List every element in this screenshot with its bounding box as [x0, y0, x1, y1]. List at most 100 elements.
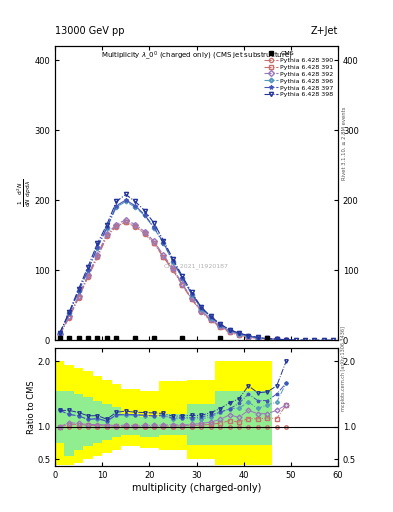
Pythia 6.428 396	[142, 212, 147, 219]
Pythia 6.428 390	[152, 241, 156, 247]
CMS	[76, 335, 81, 341]
Pythia 6.428 398	[161, 238, 166, 244]
Pythia 6.428 391	[199, 308, 204, 314]
Pythia 6.428 390	[284, 337, 288, 343]
Pythia 6.428 398	[227, 327, 232, 333]
Pythia 6.428 390	[57, 331, 62, 337]
Pythia 6.428 398	[218, 321, 222, 327]
Line: Pythia 6.428 392: Pythia 6.428 392	[58, 218, 288, 342]
CMS	[95, 335, 100, 341]
Pythia 6.428 392	[133, 222, 138, 228]
CMS	[86, 335, 90, 341]
Pythia 6.428 397	[218, 322, 222, 328]
Pythia 6.428 398	[293, 337, 298, 343]
Pythia 6.428 397	[189, 291, 194, 297]
Pythia 6.428 391	[227, 329, 232, 335]
Pythia 6.428 390	[95, 254, 100, 261]
Pythia 6.428 396	[133, 204, 138, 210]
Pythia 6.428 397	[76, 288, 81, 294]
Pythia 6.428 397	[152, 224, 156, 230]
Pythia 6.428 396	[199, 306, 204, 312]
Pythia 6.428 396	[237, 331, 241, 337]
Pythia 6.428 397	[171, 258, 175, 264]
Pythia 6.428 398	[312, 337, 317, 343]
Pythia 6.428 391	[265, 336, 270, 342]
Pythia 6.428 397	[142, 211, 147, 218]
Pythia 6.428 398	[105, 222, 109, 228]
Pythia 6.428 392	[180, 281, 185, 287]
Pythia 6.428 397	[105, 224, 109, 230]
Pythia 6.428 398	[199, 304, 204, 310]
Pythia 6.428 392	[237, 331, 241, 337]
Pythia 6.428 396	[86, 267, 90, 273]
Pythia 6.428 392	[199, 308, 204, 314]
Y-axis label: $\frac{1}{\mathrm{d}N}\,\frac{\mathrm{d}^2N}{\mathrm{d}p\,\mathrm{d}\lambda}$: $\frac{1}{\mathrm{d}N}\,\frac{\mathrm{d}…	[15, 179, 33, 207]
Pythia 6.428 396	[265, 335, 270, 342]
Pythia 6.428 396	[171, 259, 175, 265]
CMS	[133, 335, 138, 341]
Pythia 6.428 398	[237, 330, 241, 336]
Pythia 6.428 396	[57, 330, 62, 336]
Pythia 6.428 398	[255, 334, 260, 340]
Pythia 6.428 397	[180, 275, 185, 281]
Pythia 6.428 396	[189, 291, 194, 297]
Pythia 6.428 391	[114, 223, 119, 229]
Pythia 6.428 392	[95, 251, 100, 258]
Pythia 6.428 391	[142, 230, 147, 236]
Pythia 6.428 396	[67, 310, 72, 316]
Pythia 6.428 397	[265, 335, 270, 342]
Pythia 6.428 391	[95, 253, 100, 259]
Pythia 6.428 390	[76, 295, 81, 301]
Pythia 6.428 392	[284, 337, 288, 343]
Pythia 6.428 398	[284, 336, 288, 343]
Text: mcplots.cern.ch [arXiv:1306.3436]: mcplots.cern.ch [arXiv:1306.3436]	[342, 326, 346, 411]
Pythia 6.428 391	[105, 232, 109, 238]
Pythia 6.428 392	[161, 252, 166, 259]
Pythia 6.428 390	[218, 325, 222, 331]
Pythia 6.428 390	[105, 233, 109, 240]
Y-axis label: Ratio to CMS: Ratio to CMS	[27, 380, 36, 434]
CMS	[265, 335, 270, 341]
Pythia 6.428 396	[105, 225, 109, 231]
Pythia 6.428 398	[142, 207, 147, 214]
Pythia 6.428 391	[171, 266, 175, 272]
Pythia 6.428 392	[152, 238, 156, 244]
Pythia 6.428 390	[142, 230, 147, 237]
Pythia 6.428 390	[86, 274, 90, 280]
Pythia 6.428 391	[255, 335, 260, 341]
Line: CMS: CMS	[57, 335, 270, 340]
Pythia 6.428 396	[152, 225, 156, 231]
Pythia 6.428 392	[255, 335, 260, 341]
Pythia 6.428 392	[208, 316, 213, 322]
Pythia 6.428 392	[265, 336, 270, 342]
Pythia 6.428 391	[218, 324, 222, 330]
Pythia 6.428 397	[199, 305, 204, 311]
Pythia 6.428 391	[76, 293, 81, 300]
Pythia 6.428 396	[114, 204, 119, 210]
Line: Pythia 6.428 391: Pythia 6.428 391	[58, 220, 288, 342]
Pythia 6.428 391	[180, 282, 185, 288]
Pythia 6.428 397	[57, 330, 62, 336]
Pythia 6.428 391	[161, 254, 166, 260]
CMS	[114, 335, 119, 341]
Pythia 6.428 396	[123, 199, 128, 205]
Pythia 6.428 396	[246, 333, 251, 339]
Pythia 6.428 398	[265, 335, 270, 342]
Pythia 6.428 397	[161, 240, 166, 246]
Pythia 6.428 397	[284, 337, 288, 343]
Pythia 6.428 390	[171, 267, 175, 273]
Pythia 6.428 396	[255, 335, 260, 341]
Pythia 6.428 398	[95, 241, 100, 247]
Text: 13000 GeV pp: 13000 GeV pp	[55, 26, 125, 36]
CMS	[105, 335, 109, 341]
Pythia 6.428 396	[218, 322, 222, 328]
Line: Pythia 6.428 397: Pythia 6.428 397	[58, 198, 288, 342]
Pythia 6.428 398	[123, 191, 128, 198]
Pythia 6.428 390	[114, 224, 119, 230]
Pythia 6.428 398	[208, 313, 213, 319]
Pythia 6.428 390	[161, 254, 166, 261]
Pythia 6.428 390	[199, 309, 204, 315]
Pythia 6.428 392	[123, 217, 128, 223]
Pythia 6.428 392	[67, 313, 72, 319]
CMS	[218, 335, 222, 341]
